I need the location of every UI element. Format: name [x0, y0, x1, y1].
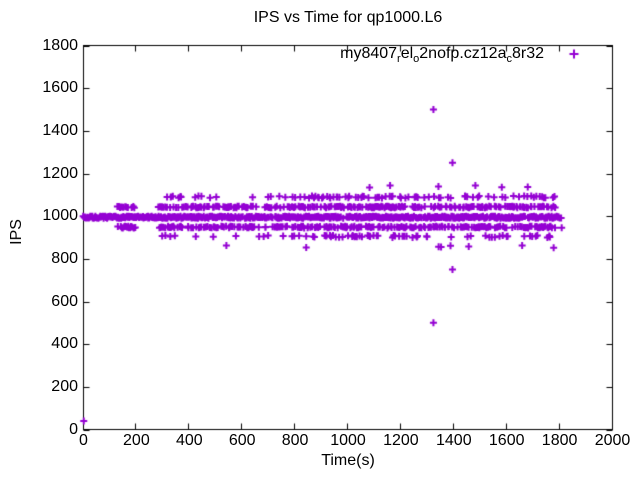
- x-tick-label: 1600: [488, 432, 525, 449]
- y-tick-label: 1000: [42, 207, 78, 225]
- y-tick-label: 1800: [42, 36, 78, 54]
- y-tick-label: 400: [51, 335, 78, 353]
- x-tick-label: 1200: [383, 432, 419, 449]
- x-tick-label: 600: [228, 432, 256, 449]
- x-tick-label: 800: [281, 432, 309, 449]
- x-tick-label: 200: [123, 432, 150, 449]
- x-tick-label: 1800: [541, 432, 578, 449]
- x-tick-label: 2000: [594, 432, 631, 449]
- y-tick-label: 200: [51, 377, 78, 395]
- y-tick-label: 0: [69, 420, 78, 438]
- chart-title: IPS vs Time for qp1000.L6: [253, 9, 443, 26]
- x-tick-label: 1000: [330, 432, 366, 449]
- legend: my8407relo2nofp.cz12ac8r32: [260, 45, 544, 66]
- x-tick-label: 400: [175, 432, 203, 449]
- y-tick-label: 1200: [42, 164, 78, 182]
- x-tick-label: 0: [79, 432, 88, 449]
- x-tick-label: 1400: [436, 432, 472, 449]
- legend-label: my8407relo2nofp.cz12ac8r32: [340, 45, 544, 66]
- y-tick-label: 1400: [42, 121, 78, 139]
- x-axis-label: Time(s): [321, 452, 375, 469]
- y-tick-label: 600: [51, 292, 78, 310]
- y-tick-label: 800: [51, 249, 78, 267]
- y-tick-label: 1600: [42, 79, 78, 97]
